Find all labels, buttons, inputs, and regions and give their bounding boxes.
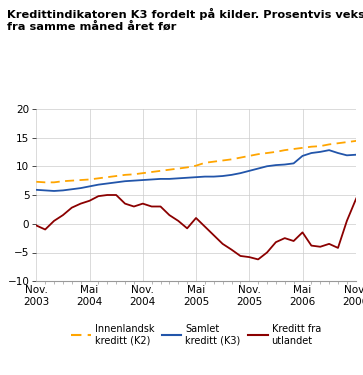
Legend: Innenlandsk
kreditt (K2), Samlet
kreditt (K3), Kreditt fra
utlandet: Innenlandsk kreditt (K2), Samlet kreditt… [71,324,321,346]
Text: Kredittindikatoren K3 fordelt på kilder. Prosentvis vekst
fra samme måned året f: Kredittindikatoren K3 fordelt på kilder.… [7,8,363,32]
